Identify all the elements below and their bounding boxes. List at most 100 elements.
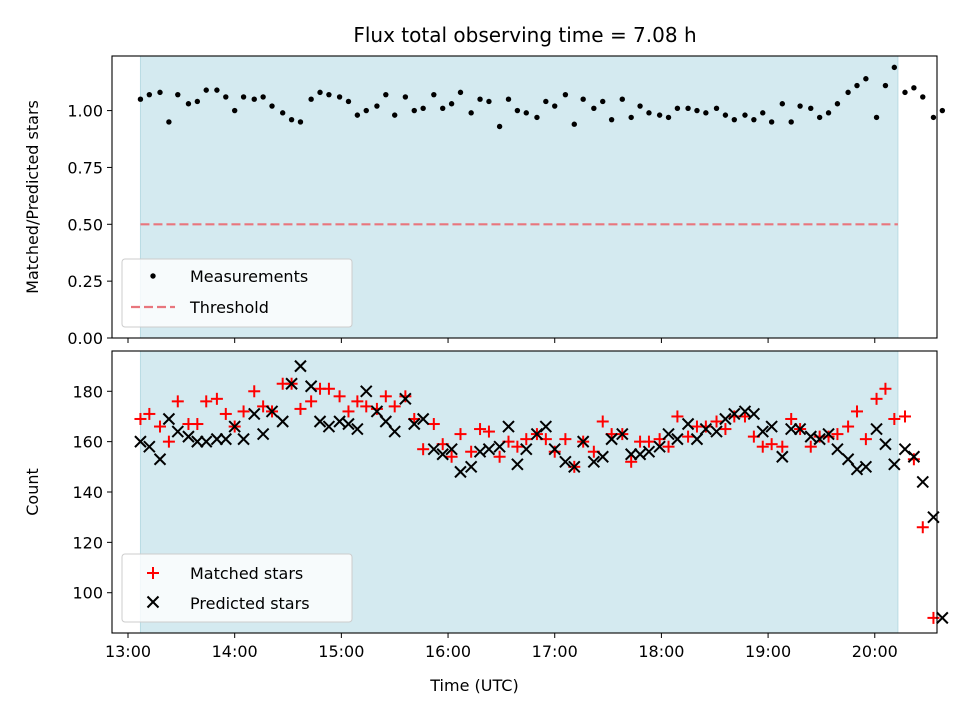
matched-star-point	[237, 405, 250, 418]
measurement-point	[863, 76, 869, 82]
measurement-point	[552, 103, 558, 109]
x-tick-label: 13:00	[105, 642, 151, 661]
legend-predicted-marker	[146, 595, 160, 609]
matched-star-point	[785, 412, 798, 425]
y-tick-label: 100	[72, 584, 103, 603]
predicted-star-point	[436, 448, 449, 461]
predicted-star-point	[285, 377, 298, 390]
predicted-star-point	[162, 412, 176, 426]
measurement-point	[240, 94, 247, 100]
matched-star-point	[520, 433, 533, 446]
predicted-star-point	[342, 417, 355, 431]
predicted-star-point	[153, 453, 167, 466]
measurement-point	[402, 94, 409, 100]
x-tick-label: 15:00	[318, 642, 364, 661]
measurement-point	[694, 107, 700, 114]
matched-star-point	[454, 428, 467, 441]
measurement-point	[505, 96, 512, 102]
measurement-point	[902, 89, 908, 96]
measurement-point	[637, 103, 643, 109]
measurement-point	[882, 82, 889, 89]
predicted-star-point	[539, 420, 553, 433]
legend-measurements-label: Measurements	[190, 267, 308, 286]
measurement-point	[834, 101, 841, 107]
predicted-star-point	[276, 415, 289, 428]
predicted-star-point	[710, 425, 723, 438]
predicted-star-point	[793, 422, 807, 436]
x-tick-label: 17:00	[532, 642, 578, 661]
measurement-point	[392, 112, 398, 118]
measurement-point	[260, 94, 266, 100]
predicted-star-point	[191, 435, 204, 448]
measurement-point	[223, 94, 229, 100]
measurement-point	[891, 64, 898, 71]
measurement-point	[486, 98, 492, 105]
measurement-point	[203, 87, 209, 93]
predicted-star-point	[210, 432, 224, 446]
measurement-point	[363, 107, 369, 114]
matched-star-point	[719, 423, 732, 436]
y-tick-label: 0.75	[67, 158, 103, 177]
measurement-point	[930, 114, 937, 121]
predicted-star-point	[454, 465, 467, 479]
predicted-star-point	[916, 475, 929, 489]
matched-star-point	[162, 435, 175, 448]
predicted-star-point	[642, 445, 656, 458]
predicted-star-point	[482, 442, 496, 456]
predicted-star-point	[143, 440, 156, 453]
matched-star-point	[842, 420, 855, 433]
measurement-point	[146, 91, 153, 98]
matched-star-point	[474, 423, 487, 436]
predicted-star-point	[907, 450, 921, 463]
matched-star-point	[728, 410, 741, 423]
legend-threshold-label: Threshold	[189, 298, 269, 317]
predicted-star-point	[219, 432, 233, 446]
matched-star-point	[171, 395, 184, 408]
measurement-point	[685, 105, 691, 112]
predicted-star-point	[616, 427, 629, 441]
measurement-point	[317, 89, 323, 96]
measurement-point	[722, 112, 729, 118]
measurement-point	[440, 105, 446, 112]
predicted-star-point	[568, 460, 581, 474]
measurement-point	[911, 85, 917, 91]
matched-star-point	[756, 440, 769, 453]
predicted-star-point	[502, 420, 515, 433]
measurement-point	[665, 114, 672, 121]
matched-star-point	[850, 405, 863, 418]
measurement-point	[742, 112, 748, 118]
measurement-point	[939, 107, 946, 114]
predicted-star-point	[294, 359, 307, 373]
matched-star-point	[388, 400, 401, 413]
predicted-star-point	[493, 440, 506, 453]
legend-matched-marker	[147, 567, 159, 579]
predicted-star-point	[653, 440, 666, 453]
y-tick-label: 0.25	[67, 272, 103, 291]
matched-star-point	[134, 412, 147, 425]
measurement-point	[779, 101, 786, 107]
measurement-point	[279, 110, 286, 116]
y-tick-label: 1.00	[67, 102, 103, 121]
x-tick-label: 18:00	[638, 642, 684, 661]
measurement-point	[854, 82, 860, 89]
predicted-star-point	[228, 420, 241, 433]
x-axis-label: Time (UTC)	[429, 676, 518, 695]
matched-star-point	[342, 405, 355, 418]
predicted-star-point	[237, 432, 250, 446]
measurement-point	[431, 91, 437, 98]
y-tick-label: 140	[72, 483, 103, 502]
measurement-point	[825, 110, 832, 116]
measurement-point	[731, 116, 738, 123]
matched-star-point	[898, 410, 911, 423]
predicted-star-point	[747, 407, 761, 421]
matched-star-point	[294, 402, 307, 415]
matched-star-point	[662, 440, 675, 453]
measurement-point	[674, 105, 681, 112]
measurement-point	[543, 98, 549, 105]
legend-predicted-label: Predicted stars	[190, 594, 310, 613]
matched-star-point	[559, 433, 572, 446]
matched-star-point	[859, 433, 872, 446]
matched-star-point	[870, 392, 883, 405]
predicted-star-point	[379, 415, 393, 428]
matched-star-point	[493, 450, 506, 463]
